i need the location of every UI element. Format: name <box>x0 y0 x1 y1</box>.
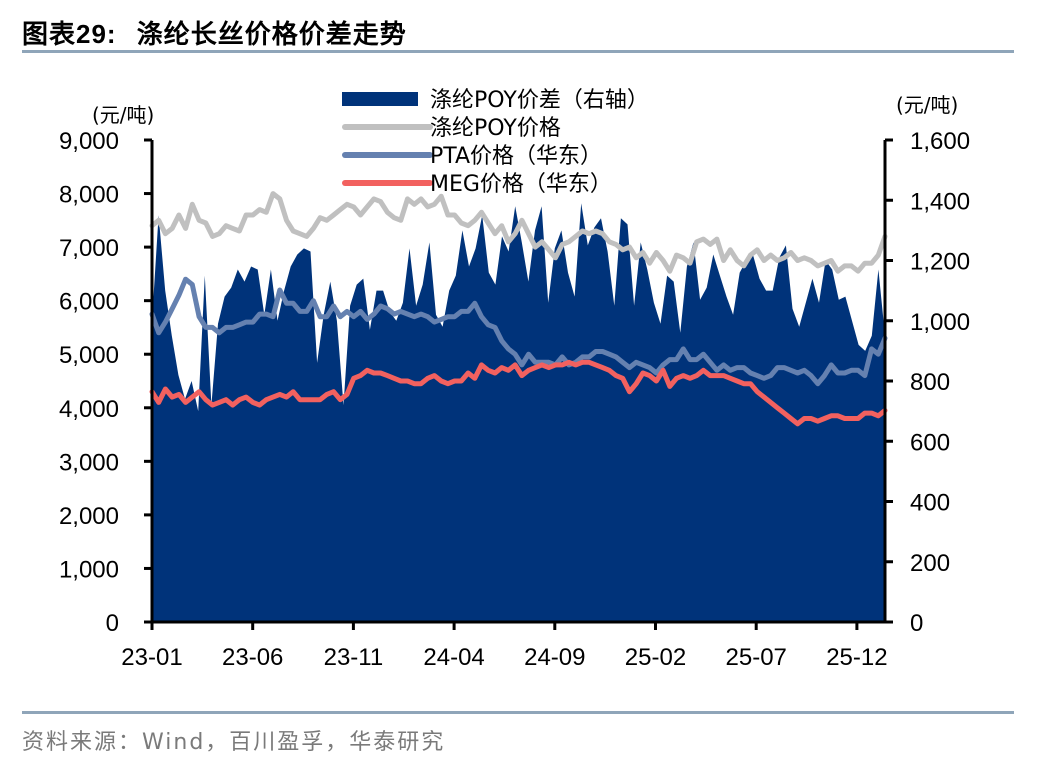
y-right-tick-label: 1,600 <box>910 128 970 155</box>
y-left-tick-label: 0 <box>106 610 119 637</box>
x-tick-label: 24-09 <box>524 644 585 671</box>
y-left-tick-label: 9,000 <box>59 128 119 155</box>
y-right-tick-label: 200 <box>910 550 950 577</box>
y-left-tick-label: 5,000 <box>59 342 119 369</box>
y-left-tick-label: 8,000 <box>59 182 119 209</box>
x-tick-label: 24-04 <box>423 644 484 671</box>
y-left-tick-label: 1,000 <box>59 556 119 583</box>
x-tick-label: 25-07 <box>726 644 787 671</box>
y-right-unit-label: (元/吨) <box>896 93 958 117</box>
x-tick-label: 23-06 <box>222 644 283 671</box>
y-right-tick-label: 600 <box>910 429 950 456</box>
y-right-tick-label: 1,200 <box>910 249 970 276</box>
chart-legend: 涤纶POY价差（右轴） 涤纶POY价格 PTA价格（华东） MEG价格（华东） <box>342 88 649 197</box>
y-right-tick-label: 1,000 <box>910 309 970 336</box>
legend-swatch-spread <box>342 92 418 106</box>
price-line-series <box>149 191 888 427</box>
y-left-tick-label: 3,000 <box>59 449 119 476</box>
y-left-tick-label: 2,000 <box>59 503 119 530</box>
legend-label: 涤纶POY价差（右轴） <box>430 88 649 113</box>
x-tick-label: 23-11 <box>324 644 384 671</box>
x-tick-label: 25-02 <box>625 644 686 671</box>
chart-axes: 0 1,000 2,000 3,000 4,000 5,000 6,000 7,000 8,00… <box>59 93 970 671</box>
y-right-tick-label: 400 <box>910 490 950 517</box>
y-left-tick-label: 6,000 <box>59 289 119 316</box>
legend-label: MEG价格（华东） <box>430 172 612 197</box>
figure-title: 图表29: 涤纶长丝价格价差走势 <box>22 14 407 51</box>
y-right-tick-label: 0 <box>910 610 923 637</box>
legend-label: 涤纶POY价格 <box>430 116 561 141</box>
y-right-tick-label: 1,400 <box>910 188 970 215</box>
chart: 0 1,000 2,000 3,000 4,000 5,000 6,000 7,000 8,00… <box>59 88 970 671</box>
pta-price-line <box>149 276 888 387</box>
y-left-tick-label: 7,000 <box>59 235 119 262</box>
source-note: 资料来源：Wind，百川盈孚，华泰研究 <box>22 730 446 755</box>
y-left-tick-label: 4,000 <box>59 396 119 423</box>
meg-price-line <box>149 359 888 427</box>
y-left-unit-label: (元/吨) <box>92 103 154 127</box>
x-tick-label: 23-01 <box>121 644 182 671</box>
spread-area-series <box>152 203 885 623</box>
title-divider <box>22 50 1014 53</box>
legend-label: PTA价格（华东） <box>430 144 602 169</box>
x-tick-label: 25-12 <box>826 644 887 671</box>
figure-title-text: 涤纶长丝价格价差走势 <box>136 20 407 50</box>
figure-title-prefix: 图表 <box>22 20 77 50</box>
y-right-tick-label: 800 <box>910 369 950 396</box>
spread-area <box>152 203 885 623</box>
source-divider <box>22 711 1014 714</box>
poy-price-line <box>149 191 888 274</box>
figure-title-number: 29: <box>76 19 117 49</box>
